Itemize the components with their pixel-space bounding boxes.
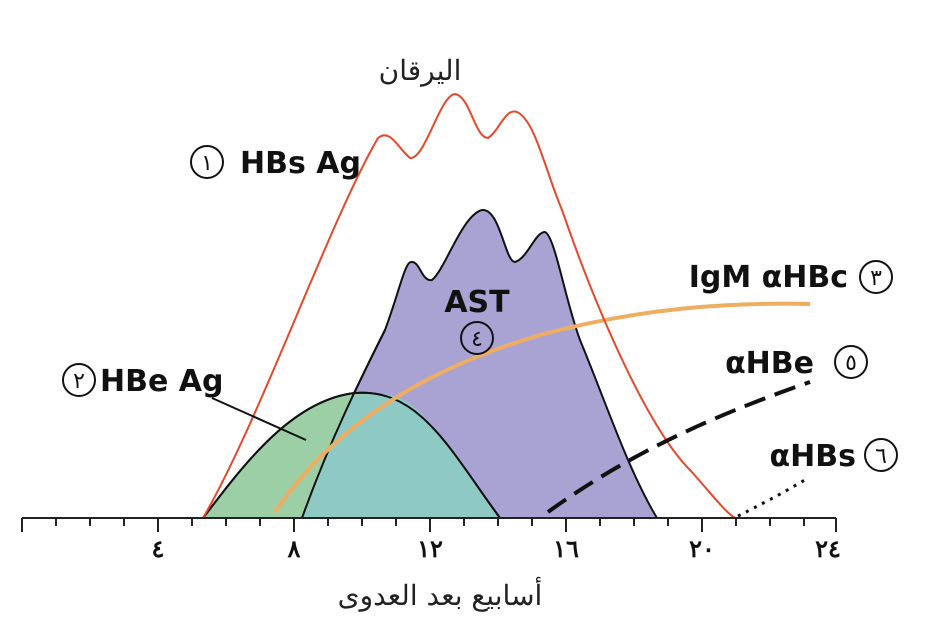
x-axis-ticks bbox=[21, 518, 837, 532]
x-tick-label: ١٢ bbox=[417, 534, 443, 563]
hbe-ag-edge bbox=[202, 391, 501, 519]
marker-number-4: ٤ bbox=[471, 327, 483, 352]
ahbe-curve bbox=[546, 380, 811, 514]
marker-circle-3 bbox=[859, 260, 893, 294]
marker-number-2: ٢ bbox=[73, 369, 85, 394]
igm-ahbc-curve bbox=[273, 301, 811, 514]
x-tick-label: ٢٤ bbox=[815, 534, 841, 563]
ahbs-curve bbox=[737, 476, 809, 518]
x-axis-title: أسابيع بعد العدوى bbox=[338, 577, 543, 612]
ast-left-edge bbox=[301, 329, 386, 519]
hbs-ag-label: HBs Ag bbox=[240, 146, 361, 181]
hbs-ag-curve bbox=[202, 92, 736, 519]
marker-circle-5 bbox=[834, 345, 868, 379]
x-tick-label: ٨ bbox=[287, 534, 301, 563]
x-tick-label: ١٦ bbox=[553, 534, 579, 563]
marker-circle-6 bbox=[864, 438, 898, 472]
marker-number-5: ٥ bbox=[845, 351, 857, 376]
ast-label: AST bbox=[444, 285, 510, 320]
ahbs-label: αHBs bbox=[770, 439, 856, 474]
x-tick-label: ٢٠ bbox=[689, 534, 715, 563]
marker-number-1: ١ bbox=[201, 151, 213, 176]
jaundice-label: اليرقان bbox=[379, 54, 462, 87]
igm-ahbc-label: IgM αHBc bbox=[689, 260, 848, 295]
marker-number-3: ٣ bbox=[870, 266, 882, 291]
x-tick-label: ٤ bbox=[152, 534, 165, 563]
hbe-ag-label: HBe Ag bbox=[100, 364, 223, 399]
ahbe-label: αHBe bbox=[725, 346, 814, 381]
marker-number-6: ٦ bbox=[875, 444, 887, 469]
marker-circle-1 bbox=[190, 145, 224, 179]
marker-circle-4 bbox=[460, 321, 494, 355]
overlap-area bbox=[302, 393, 498, 518]
hbe-ag-leader-line bbox=[211, 397, 307, 441]
marker-circle-2 bbox=[62, 363, 96, 397]
